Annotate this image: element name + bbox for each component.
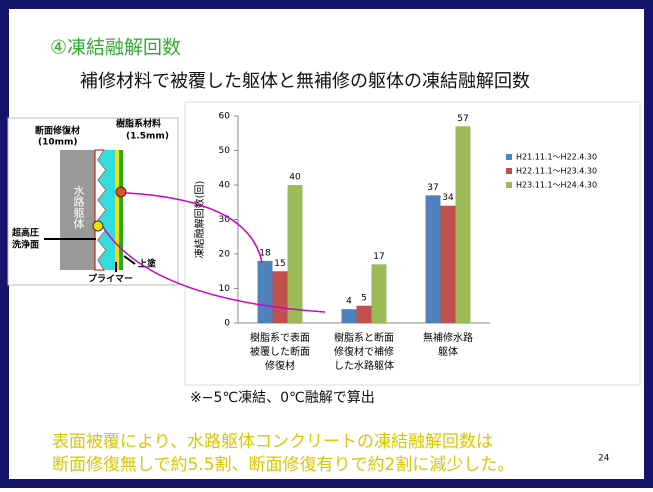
diagram-label: プライマー [88, 273, 133, 285]
y-tick-label: 10 [219, 284, 231, 294]
primer-layer [115, 150, 119, 270]
value-label: 4 [346, 297, 352, 307]
legend-swatch [506, 182, 512, 188]
y-tick-label: 20 [219, 250, 231, 260]
diagram-label: 洗浄面 [12, 239, 39, 251]
legend-swatch [506, 168, 512, 174]
conclusion: 表面被覆により、水路躯体コンクリートの凍結融解回数は [52, 432, 493, 452]
bar [272, 271, 288, 323]
repair-layer [98, 150, 115, 270]
x-tick-label: 修復材で補修 [334, 345, 394, 358]
body-label: 水路躯体 [72, 185, 85, 229]
x-tick-label: 樹脂系で表面 [250, 331, 310, 344]
bar [287, 185, 303, 323]
value-label: 40 [289, 173, 301, 183]
chart: 0102030405060凍結融解回数(回)樹脂系で表面被覆した断面修復材181… [193, 112, 597, 373]
connector [125, 192, 263, 264]
diagram-label: (1.5mm) [126, 132, 169, 142]
legend-label: H22.11.1〜H23.4.30 [516, 167, 597, 176]
diagram-label: 樹脂系材料 [116, 118, 161, 130]
bar [341, 309, 357, 323]
marker [115, 186, 127, 198]
heading: ④凍結融解回数 [50, 37, 181, 59]
legend-swatch [506, 154, 512, 160]
resin-layer [119, 150, 123, 270]
conclusion: 断面修復無しで約5.5割、断面修復有りで約2割に減少した。 [52, 455, 514, 475]
bar [425, 195, 441, 323]
page-number: 24 [598, 454, 610, 464]
y-axis-label: 凍結融解回数(回) [193, 181, 206, 259]
subtitle: 補修材料で被覆した躯体と無補修の躯体の凍結融解回数 [80, 71, 530, 92]
value-label: 17 [373, 252, 384, 262]
pointer [123, 255, 136, 265]
value-label: 57 [457, 114, 468, 124]
value-label: 37 [427, 183, 438, 193]
bar [356, 305, 372, 323]
legend-label: H23.11.1〜H24.4.30 [516, 181, 597, 190]
diagram-label: 断面修復材 [35, 125, 80, 137]
y-tick-label: 60 [219, 112, 231, 122]
y-tick-label: 50 [219, 146, 231, 156]
y-tick-label: 40 [219, 181, 231, 191]
x-tick-label: 修復材 [265, 359, 295, 372]
x-tick-label: 被覆した断面 [250, 345, 310, 358]
diagram-label: 超高圧 [11, 227, 39, 239]
value-label: 15 [274, 259, 285, 269]
y-tick-label: 0 [224, 319, 230, 329]
x-tick-label: 無補修水路 [423, 331, 473, 344]
y-tick-label: 30 [219, 215, 231, 225]
bar [257, 260, 273, 323]
connector [102, 226, 326, 313]
diagram-label: (10mm) [38, 138, 78, 148]
bar [371, 264, 387, 323]
diagram: 水路躯体 断面修復材 (10mm) 樹脂系材料 (1.5mm) 超高圧 洗浄面 … [7, 117, 179, 286]
chart-area [184, 101, 641, 386]
value-label: 18 [259, 248, 271, 258]
note: ※−5℃凍結、0℃融解で算出 [190, 390, 375, 406]
x-tick-label: 躯体 [438, 345, 458, 358]
diagram-label: 上塗 [138, 258, 157, 270]
x-tick-label: した水路躯体 [334, 359, 394, 372]
legend-label: H21.11.1〜H22.4.30 [516, 153, 597, 162]
bar [455, 126, 471, 323]
bar [440, 205, 456, 323]
value-label: 5 [361, 293, 367, 303]
marker [92, 220, 104, 232]
x-tick-label: 樹脂系と断面 [334, 331, 394, 344]
body-shape [60, 150, 95, 270]
value-label: 34 [442, 193, 454, 203]
zigzag [94, 149, 107, 271]
